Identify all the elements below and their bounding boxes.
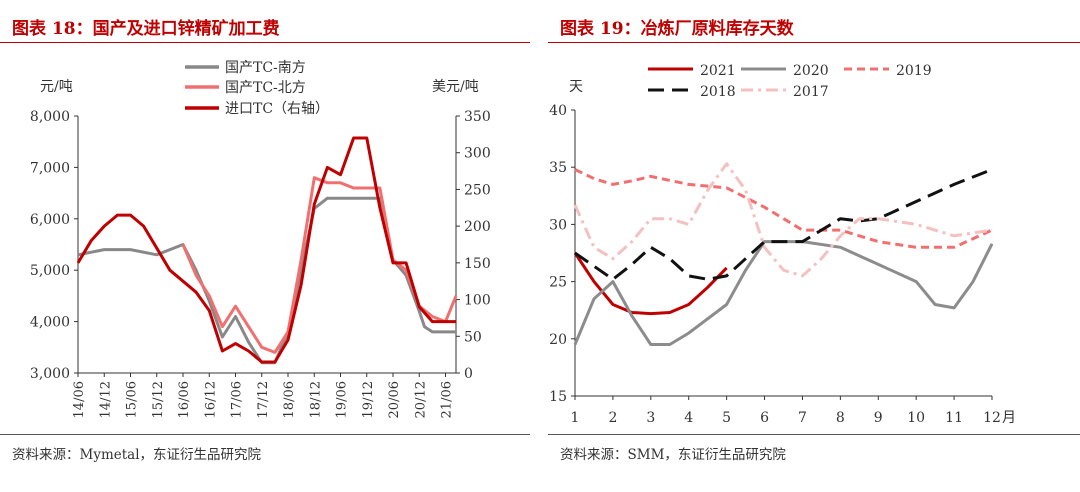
y-tick-label-right: 300 xyxy=(464,146,491,162)
x-tick-label: 15/06 xyxy=(125,381,140,418)
y-tick-label: 40 xyxy=(549,103,567,119)
x-tick-label: 9 xyxy=(874,410,883,426)
legend-label: 2020 xyxy=(793,63,829,79)
x-axis-unit: 月 xyxy=(1002,410,1016,426)
source-note: 资料来源：SMM，东证衍生品研究院 xyxy=(560,447,786,463)
y-tick-label: 25 xyxy=(549,275,567,291)
x-tick-label: 11 xyxy=(945,410,963,426)
legend-label: 2018 xyxy=(700,84,736,100)
y-tick-label-right: 100 xyxy=(464,293,491,309)
source-note: 资料来源：Mymetal，东证衍生品研究院 xyxy=(12,447,262,463)
y-tick-label-left: 8,000 xyxy=(30,109,70,125)
x-tick-label: 14/06 xyxy=(72,381,87,418)
legend-label: 2019 xyxy=(896,63,932,79)
y-tick-label-right: 350 xyxy=(464,109,491,125)
series-line xyxy=(574,168,993,249)
x-tick-label: 2 xyxy=(608,410,617,426)
chart-title: 图表 18：国产及进口锌精矿加工费 xyxy=(12,19,280,39)
y-tick-label-right: 50 xyxy=(464,329,482,345)
x-tick-label: 18/06 xyxy=(282,381,297,418)
x-tick-label: 20/12 xyxy=(413,381,428,418)
y-tick-label-left: 6,000 xyxy=(30,212,70,228)
chart-panel-right: 图表 19：冶炼厂原料库存天数 15 20 25 30 35 40 1 2 3 4 5 6 7 8 9 10 1… xyxy=(548,0,1080,492)
chart-panel-left: 图表 18：国产及进口锌精矿加工费 3,000 4,000 5,000 6,000 7,… xyxy=(0,0,530,492)
series-line xyxy=(573,252,728,316)
y-tick-label-left: 3,000 xyxy=(30,366,70,382)
x-tick-label: 12 xyxy=(983,410,1001,426)
y-tick-label: 15 xyxy=(549,389,567,405)
title-rule xyxy=(548,42,1080,43)
x-tick-label: 3 xyxy=(646,410,655,426)
y-tick-label-left: 4,000 xyxy=(30,315,70,331)
series-line xyxy=(76,136,456,364)
y-tick-label-left: 5,000 xyxy=(30,263,70,279)
source-rule xyxy=(548,434,1080,435)
x-tick-label: 17/06 xyxy=(230,381,245,418)
x-tick-label: 4 xyxy=(684,410,693,426)
legend-label: 2021 xyxy=(700,63,736,79)
y-tick-label-right: 250 xyxy=(464,182,491,198)
legend-label: 进口TC（右轴） xyxy=(225,101,329,117)
x-tick-label: 5 xyxy=(722,410,731,426)
x-tick-label: 14/12 xyxy=(98,381,113,418)
series-line xyxy=(574,168,993,281)
series-line xyxy=(77,196,456,365)
x-tick-label: 6 xyxy=(760,410,769,426)
y-axis-label-right: 美元/吨 xyxy=(432,79,479,95)
legend-label: 国产TC-南方 xyxy=(225,60,306,76)
y-tick-label-right: 200 xyxy=(464,219,491,235)
chart-left-svg: 3,000 4,000 5,000 6,000 7,000 8,000 0 50 100 150 2… xyxy=(30,60,491,418)
y-tick-label: 20 xyxy=(549,332,567,348)
y-tick-label-right: 150 xyxy=(464,256,491,272)
x-tick-label: 1 xyxy=(571,410,580,426)
x-tick-label: 17/12 xyxy=(256,381,271,418)
title-rule xyxy=(0,42,530,43)
x-tick-label: 19/06 xyxy=(335,381,350,418)
series-line xyxy=(573,240,994,346)
x-tick-label: 20/06 xyxy=(387,381,402,418)
x-tick-label: 21/06 xyxy=(440,381,455,418)
x-tick-label: 7 xyxy=(798,410,807,426)
y-axis-label-left: 元/吨 xyxy=(40,79,73,95)
x-tick-label: 15/12 xyxy=(151,381,166,418)
x-tick-label: 8 xyxy=(836,410,845,426)
legend-label: 国产TC-北方 xyxy=(225,80,306,96)
source-rule xyxy=(0,434,530,435)
x-tick-label: 16/06 xyxy=(177,381,192,418)
legend-label: 2017 xyxy=(793,84,829,100)
y-tick-label-left: 7,000 xyxy=(30,160,70,176)
y-tick-label: 35 xyxy=(549,160,567,176)
x-tick-label: 16/12 xyxy=(203,381,218,418)
y-tick-label: 30 xyxy=(549,217,567,233)
x-tick-label: 10 xyxy=(907,410,925,426)
y-axis-label: 天 xyxy=(569,79,583,95)
x-tick-label: 19/12 xyxy=(361,381,376,418)
y-tick-label-right: 0 xyxy=(464,366,473,382)
x-tick-label: 18/12 xyxy=(308,381,323,418)
chart-title: 图表 19：冶炼厂原料库存天数 xyxy=(560,19,794,39)
